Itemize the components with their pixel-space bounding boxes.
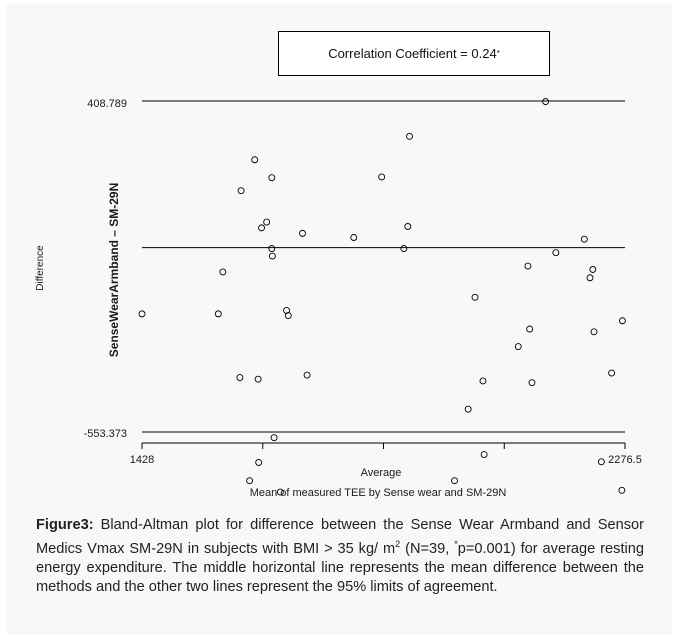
caption-text-2: (N=39, — [400, 540, 455, 557]
y-tick-labels: 408.789 -553.373 — [84, 98, 127, 440]
caption-text-1: Bland-Altman plot for difference between… — [36, 517, 644, 557]
data-point — [524, 262, 532, 270]
data-point — [276, 488, 284, 496]
x-tick-label-min: 1428 — [130, 454, 154, 466]
caption-label: Figure3: — [36, 517, 94, 533]
data-point — [608, 369, 616, 377]
data-point — [350, 234, 358, 241]
data-point — [284, 312, 292, 320]
data-point — [268, 252, 276, 260]
data-point — [299, 229, 306, 237]
x-axis-title: Average — [361, 467, 402, 479]
data-point — [404, 223, 412, 230]
x-tick-label-max: 2276.5 — [608, 454, 642, 466]
data-point — [214, 310, 222, 318]
caption-superscript-2: 2 — [395, 539, 401, 549]
data-point — [246, 477, 254, 485]
data-point — [618, 317, 626, 325]
data-point — [514, 343, 522, 351]
data-point — [528, 379, 536, 387]
data-point — [255, 459, 263, 466]
data-point — [236, 374, 244, 381]
data-point — [268, 174, 276, 182]
data-points — [138, 98, 626, 519]
correlation-asterisk: * — [496, 49, 500, 58]
figure-caption: Figure3: Bland-Altman plot for differenc… — [36, 516, 644, 597]
data-point — [254, 375, 262, 383]
data-point — [138, 310, 146, 318]
data-point — [526, 325, 534, 333]
data-point — [378, 173, 386, 181]
data-point — [406, 132, 413, 140]
caption-text-3: p=0.001) for average resting energy expe… — [36, 540, 644, 595]
data-point — [618, 486, 626, 494]
data-point — [552, 249, 560, 257]
data-point — [480, 451, 488, 459]
data-point — [400, 245, 408, 252]
y-tick-label-bottom: -553.373 — [84, 428, 127, 440]
data-point — [263, 218, 271, 226]
data-point — [237, 187, 245, 195]
chart-svg: 408.789 -553.373 1428 2276.5 Average Mea… — [35, 98, 642, 519]
data-point — [268, 245, 276, 252]
reference-lines — [142, 100, 625, 433]
x-axis — [141, 442, 626, 449]
bland-altman-chart: 408.789 -553.373 1428 2276.5 Average Mea… — [35, 98, 642, 519]
data-point — [586, 274, 594, 282]
y-tick-label-top: 408.789 — [87, 98, 127, 110]
data-point — [589, 266, 597, 273]
data-point — [303, 371, 311, 379]
data-point — [479, 377, 487, 385]
figure-panel — [6, 4, 672, 635]
data-point — [542, 98, 550, 106]
data-point — [580, 235, 588, 243]
data-point — [451, 477, 458, 485]
data-point — [597, 458, 605, 466]
data-point — [270, 434, 278, 442]
data-point — [464, 405, 472, 413]
y-axis-subtitle: Difference — [35, 245, 46, 291]
x-axis-ticks — [141, 443, 626, 449]
data-point — [258, 224, 265, 232]
correlation-legend: Correlation Coefficient = 0.24 * — [278, 31, 550, 76]
x-axis-subtitle: Mean of measured TEE by Sense wear and S… — [250, 487, 507, 499]
data-point — [471, 293, 479, 301]
data-point — [590, 328, 598, 336]
data-point — [251, 156, 259, 164]
y-axis-title: SenseWearArmband – SM-29N — [107, 183, 121, 358]
data-point — [219, 268, 227, 276]
correlation-text: Correlation Coefficient = 0.24 — [328, 46, 497, 61]
x-tick-labels: 1428 2276.5 — [130, 454, 642, 466]
caption-superscript-star: * — [454, 539, 458, 549]
